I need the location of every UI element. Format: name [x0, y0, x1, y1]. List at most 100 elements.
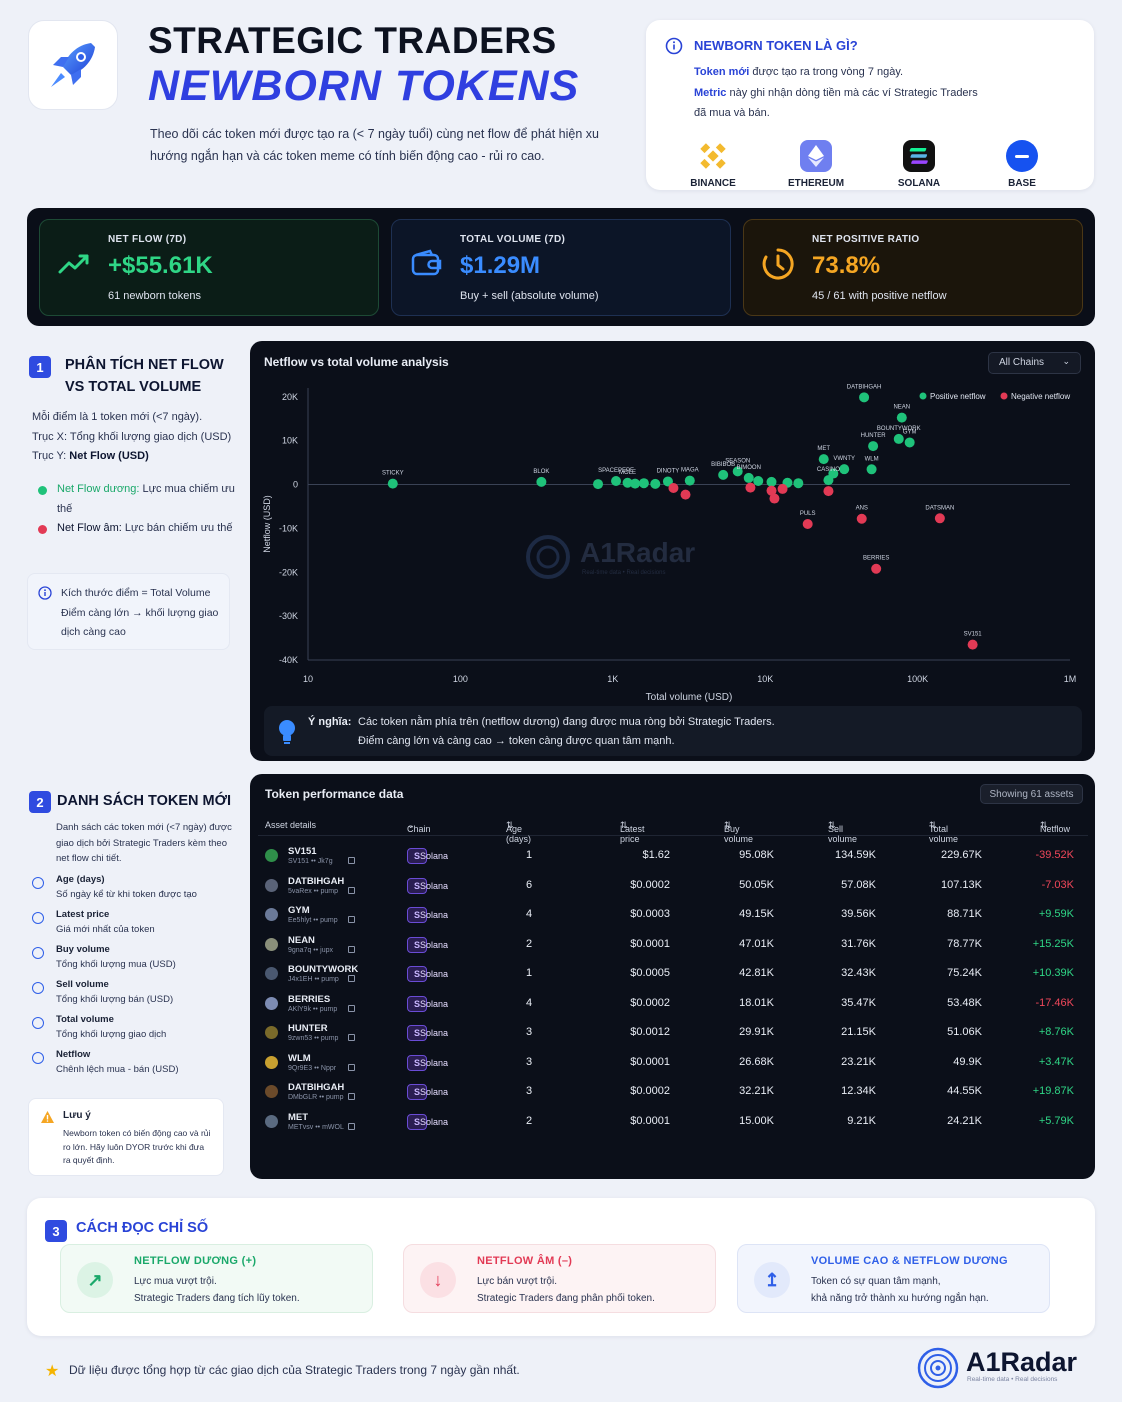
table-panel — [250, 774, 1095, 1179]
howto-volume: ↥ VOLUME CAO & NETFLOW DƯƠNG Token có sự… — [737, 1244, 1050, 1313]
buy-cell: 29.91K — [739, 1026, 774, 1038]
x-tick-label: 1K — [607, 674, 618, 684]
copy-icon[interactable] — [348, 1093, 355, 1100]
token-address: METvsv •• mWOL — [288, 1123, 344, 1131]
data-point — [593, 479, 604, 490]
buy-cell: 15.00K — [739, 1114, 774, 1127]
col-buy[interactable]: Buy volume ⇅ — [724, 820, 754, 844]
sell-cell: 134.59K — [835, 849, 876, 861]
section-number: 1 — [29, 356, 51, 378]
data-point — [823, 486, 834, 497]
token-name: DATBIHGAH — [288, 1082, 345, 1093]
insight-box: Ý nghĩa: Các token nằm phía trên (netflo… — [264, 706, 1082, 756]
chain-badge: S Solana — [407, 1113, 448, 1130]
table-row[interactable]: SV151 SV151 •• Jk7g S Solana 1 $1.62 95.08K 13… — [258, 841, 1088, 870]
trending-up-icon: ↗ — [77, 1262, 113, 1298]
col-chain[interactable]: Chain ⌄ — [407, 820, 431, 834]
token-address: 9gna7q •• jupx — [288, 946, 333, 954]
chain-filter-dropdown[interactable]: All Chains ⌄ — [988, 352, 1081, 374]
wallet-icon — [411, 249, 442, 276]
data-point — [769, 493, 780, 504]
table-row[interactable]: BERRIES AKlY9k •• pump S Solana 4 $0.0002 18.… — [258, 989, 1088, 1018]
info-icon — [38, 586, 52, 600]
y-tick-label: -30K — [279, 611, 298, 621]
copy-icon[interactable] — [348, 975, 355, 982]
clock-icon — [32, 877, 44, 889]
col-age[interactable]: Age (days) ⇅ — [506, 820, 532, 844]
point-label: MAGA — [681, 468, 699, 474]
table-row[interactable]: DATBIHGAH DMbGLR •• pump S Solana 3 $0.0002 3… — [258, 1077, 1088, 1106]
definition-item: Total volume Tổng khối lượng giao dịch — [30, 1014, 240, 1046]
section3-title: CÁCH ĐỌC CHỈ SỐ — [76, 1220, 209, 1236]
table-row[interactable]: HUNTER 9zwn53 •• pump S Solana 3 $0.0012 29.9… — [258, 1018, 1088, 1047]
copy-icon[interactable] — [348, 1063, 355, 1071]
chain-badge: S Solana — [407, 966, 448, 982]
copy-icon[interactable] — [348, 945, 355, 953]
copy-icon[interactable] — [348, 1004, 355, 1012]
token-address: SV151 •• Jk7g — [288, 858, 333, 865]
data-point — [839, 464, 850, 475]
copy-icon[interactable] — [348, 886, 355, 894]
price-cell: $0.0001 — [630, 1055, 670, 1068]
price-cell: $0.0001 — [630, 937, 670, 950]
footer-note: Dữ liệu được tổng hợp từ các giao dịch c… — [69, 1363, 520, 1377]
table-row[interactable]: BOUNTYWORK J4x1EH •• pump S Solana 1 $0.0005… — [258, 959, 1088, 988]
price-cell: $1.62 — [642, 849, 670, 861]
footer-brand: A1Radar — [966, 1347, 1078, 1377]
price-cell: $0.0001 — [630, 1114, 670, 1127]
copy-icon[interactable] — [348, 857, 355, 864]
chevron-down-icon: ⌄ — [1062, 356, 1070, 366]
col-total[interactable]: Total volume ⇅ — [929, 820, 959, 844]
data-point — [868, 441, 879, 452]
legend-negative-label: Negative netflow — [1011, 392, 1070, 401]
copy-icon[interactable] — [348, 1034, 355, 1041]
copy-icon[interactable] — [348, 1122, 355, 1130]
total-cell: 53.48K — [947, 996, 982, 1009]
token-address: 5vaRex •• pump — [288, 887, 339, 895]
token-name: HUNTER — [288, 1023, 328, 1034]
table-row[interactable]: WLM 9Qr9E3 •• Nppr S Solana 3 $0.0001 26.68K 2… — [258, 1048, 1088, 1077]
point-label: ANS — [856, 506, 868, 512]
col-netflow[interactable]: Netflow ⇅ — [1040, 820, 1071, 834]
scatter-chart: A1Radar Real-time data • Real decisions 20… — [262, 384, 1076, 703]
point-label: BIMOON — [737, 465, 761, 471]
netflow-cell: -7.03K — [1041, 878, 1074, 891]
token-avatar — [265, 937, 278, 951]
token-avatar — [265, 1055, 278, 1069]
token-address: Ee5hlyt •• pump — [288, 917, 338, 924]
table-row[interactable]: GYM Ee5hlyt •• pump S Solana 4 $0.0003 49.15K… — [258, 900, 1088, 929]
arrow-down-icon: ↓ — [420, 1262, 456, 1298]
binance-icon — [697, 140, 729, 172]
buy-cell: 42.81K — [739, 967, 774, 979]
table-row[interactable]: DATBIHGAH 5vaRex •• pump S Solana 6 $0.0002 5… — [258, 871, 1088, 900]
token-name: SV151 — [288, 846, 317, 857]
cart-icon — [32, 947, 44, 959]
token-avatar — [265, 849, 278, 862]
token-avatar — [265, 996, 278, 1010]
chain-binance: BINANCE — [668, 140, 758, 189]
table-title: Token performance data — [265, 787, 404, 801]
data-point — [766, 485, 777, 496]
copy-icon[interactable] — [348, 916, 355, 923]
point-label: BLOK — [533, 469, 549, 475]
token-name: NEAN — [288, 934, 315, 946]
data-point — [818, 454, 829, 465]
x-tick-label: 10 — [303, 674, 313, 684]
chain-base: BASE — [977, 140, 1067, 189]
point-label: MOLE — [619, 470, 636, 476]
chain-badge: S Solana — [407, 1054, 448, 1071]
watermark-icon — [536, 545, 560, 569]
table-row[interactable]: MET METvsv •• mWOL S Solana 2 $0.0001 15.00K 9… — [258, 1107, 1088, 1136]
showing-count: Showing 61 assets — [980, 784, 1083, 804]
y-tick-label: 20K — [282, 392, 298, 402]
col-sell[interactable]: Sell volume ⇅ — [828, 820, 858, 844]
data-point — [718, 469, 729, 480]
legend-positive: Net Flow dương: Lực mua chiếm ưu thế — [38, 480, 238, 519]
definition-item: Latest price Giá mới nhất của token — [30, 909, 240, 941]
table-header: Asset details Chain ⌄ Age (days) ⇅ Lates… — [258, 816, 1088, 844]
price-cell: $0.0003 — [630, 908, 670, 920]
col-price[interactable]: Latest price ⇅ — [620, 820, 645, 844]
definition-item: Netflow Chênh lệch mua - bán (USD) — [30, 1049, 240, 1081]
table-row[interactable]: NEAN 9gna7q •• jupx S Solana 2 $0.0001 47.01K… — [258, 930, 1088, 959]
data-point — [859, 392, 870, 403]
